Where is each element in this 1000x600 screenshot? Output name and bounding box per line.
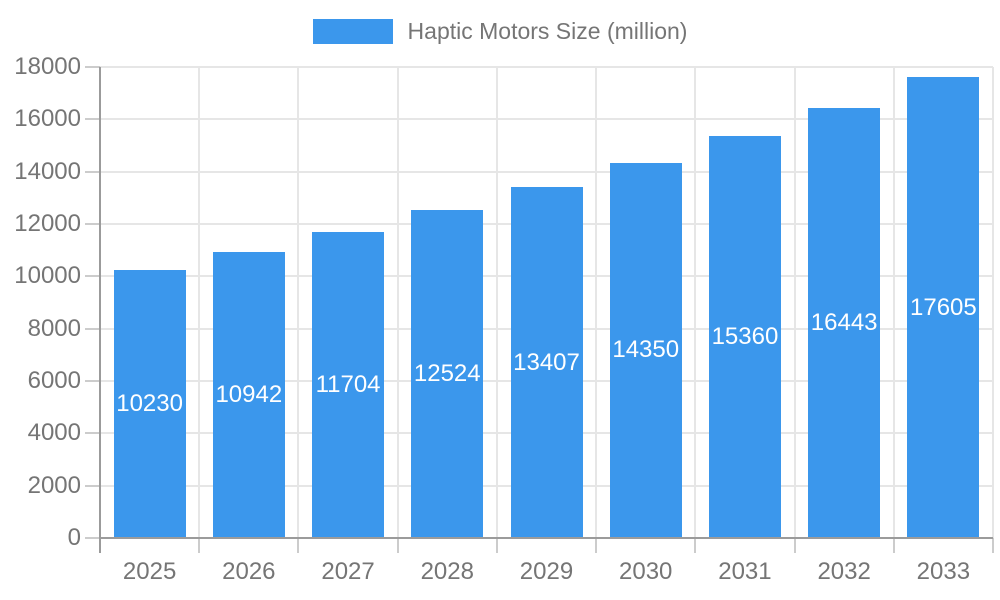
gridline-vertical xyxy=(892,67,895,538)
bar-2032[interactable] xyxy=(808,107,881,538)
gridline-horizontal xyxy=(100,66,993,68)
y-axis-tick xyxy=(85,380,100,382)
bar-2027[interactable] xyxy=(312,231,385,538)
y-axis-tick xyxy=(85,537,100,539)
y-axis-tick-label: 10000 xyxy=(14,262,81,290)
bar-2030[interactable] xyxy=(609,162,682,538)
bar-value-label: 10230 xyxy=(116,390,183,418)
y-axis-line xyxy=(99,67,101,553)
y-axis-tick-label: 4000 xyxy=(27,419,81,447)
bar-2025[interactable] xyxy=(113,270,186,538)
x-axis-category-label: 2027 xyxy=(321,558,375,585)
x-axis-category-label: 2029 xyxy=(519,558,574,585)
bar-value-label: 16443 xyxy=(810,308,878,336)
x-axis-tick xyxy=(793,538,796,553)
gridline-vertical xyxy=(198,67,201,538)
y-axis-tick-label: 2000 xyxy=(27,471,81,499)
bar-value-label: 13407 xyxy=(513,348,580,376)
y-axis-tick xyxy=(85,275,100,278)
x-axis-category-label: 2025 xyxy=(122,558,177,585)
y-axis-tick-label: 8000 xyxy=(27,314,81,342)
gridline-vertical xyxy=(595,67,598,538)
y-axis-tick xyxy=(85,66,100,68)
x-axis-tick xyxy=(297,538,300,553)
legend[interactable]: Haptic Motors Size (million) xyxy=(0,16,1000,46)
x-axis-category-label: 2026 xyxy=(222,558,276,585)
bar-2026[interactable] xyxy=(212,251,285,538)
x-axis-category-label: 2028 xyxy=(420,558,474,585)
bar-value-label: 14350 xyxy=(612,336,680,364)
bar-2029[interactable] xyxy=(510,187,583,538)
x-axis-category-label: 2033 xyxy=(916,558,971,585)
y-axis-tick xyxy=(85,170,100,173)
bar-2033[interactable] xyxy=(907,77,980,538)
gridline-vertical xyxy=(694,67,697,538)
gridline-vertical xyxy=(793,67,796,538)
x-axis-category-label: 2032 xyxy=(817,558,871,585)
y-axis-tick xyxy=(85,432,100,435)
y-axis-tick xyxy=(85,118,100,121)
x-axis-tick xyxy=(396,538,399,553)
gridline-vertical xyxy=(992,67,994,538)
x-axis-tick xyxy=(595,538,598,553)
x-axis-tick xyxy=(694,538,697,553)
bar-value-label: 10942 xyxy=(215,380,283,408)
bar-2031[interactable] xyxy=(708,136,781,538)
x-axis-category-label: 2030 xyxy=(619,558,673,585)
bar-value-label: 15360 xyxy=(711,323,779,351)
bar-value-label: 17605 xyxy=(910,293,977,321)
y-axis-tick xyxy=(85,327,100,330)
x-axis-tick xyxy=(198,538,201,553)
x-axis-tick xyxy=(992,538,994,553)
y-axis-tick xyxy=(85,223,100,225)
y-axis-tick-label: 18000 xyxy=(14,53,81,80)
legend-swatch-icon xyxy=(312,18,393,44)
gridline-horizontal xyxy=(100,118,993,121)
y-axis-tick-label: 14000 xyxy=(14,157,81,185)
y-axis-tick-label: 6000 xyxy=(27,367,81,394)
legend-label: Haptic Motors Size (million) xyxy=(407,18,688,44)
x-axis-line xyxy=(100,537,993,539)
gridline-horizontal xyxy=(100,170,993,173)
y-axis-tick-label: 16000 xyxy=(14,105,81,133)
bar-value-label: 12524 xyxy=(413,360,481,388)
bar-2028[interactable] xyxy=(411,210,484,538)
y-axis-tick-label: 0 xyxy=(67,524,81,551)
y-axis-tick xyxy=(85,484,100,487)
x-axis-tick xyxy=(892,538,895,553)
x-axis-tick xyxy=(495,538,498,553)
gridline-vertical xyxy=(297,67,300,538)
gridline-vertical xyxy=(396,67,399,538)
gridline-vertical xyxy=(495,67,498,538)
bar-value-label: 11704 xyxy=(315,370,381,398)
y-axis-tick-label: 12000 xyxy=(14,210,81,237)
x-axis-category-label: 2031 xyxy=(718,558,772,585)
